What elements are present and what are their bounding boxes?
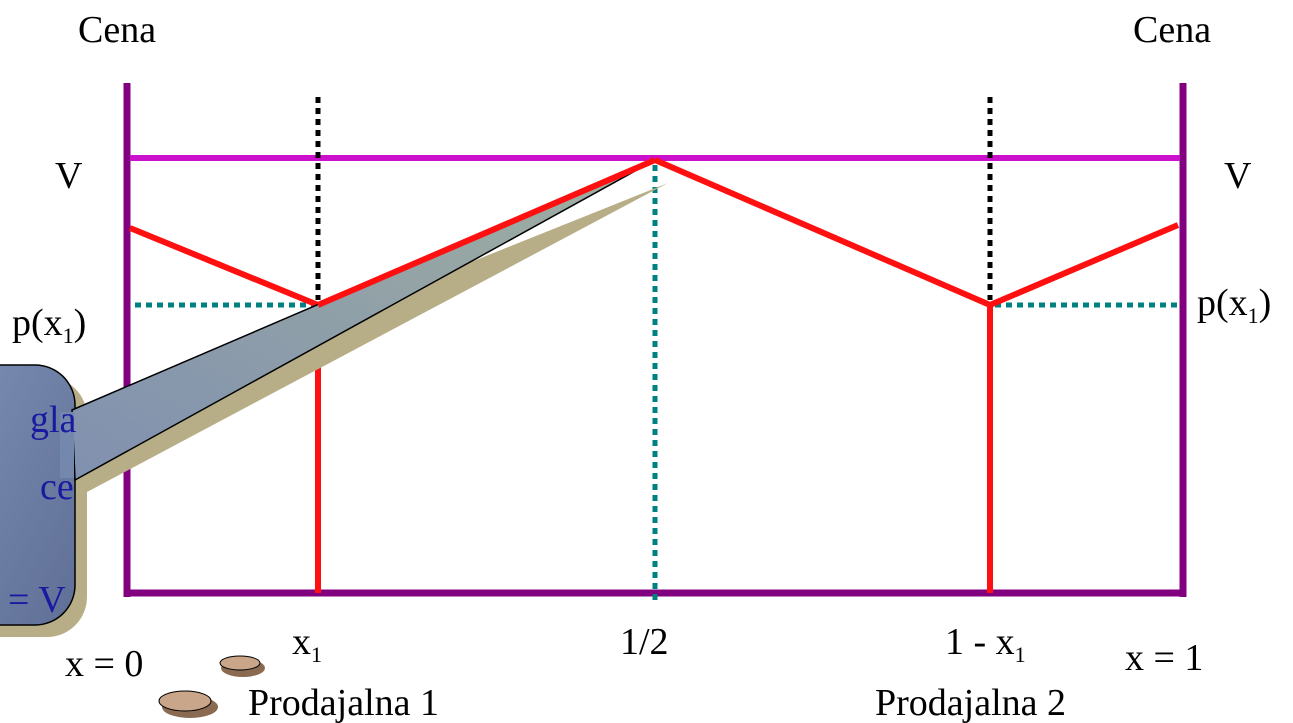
v-label: V [1224,155,1252,197]
price-curve [653,157,1180,308]
store-label: Prodajalna 2 [875,682,1066,723]
callout-join [60,412,74,478]
subscript: 1 [63,323,74,348]
label-part: x [292,621,311,663]
x-label: x = 0 [65,643,143,685]
price-label: p(x1) [12,302,86,348]
callout-pointer [71,159,656,482]
store-icon [219,655,261,671]
x-label: 1 - x1 [945,621,1026,667]
x-label: x1 [292,621,322,667]
callout-text: ce [40,466,74,508]
label-part: ) [1259,282,1272,324]
callout-shadow [72,183,668,492]
store-label: Prodajalna 1 [248,682,439,723]
price-curve [128,225,320,308]
x-label: x = 1 [1125,637,1203,679]
label-part: p(x [1197,282,1248,324]
callout-text: = V [8,579,66,621]
label-part: ) [74,302,87,344]
v-label: V [55,155,83,197]
x-label: 1/2 [620,621,669,663]
label-part: p(x [12,302,63,344]
label-part: 1 - x [945,621,1015,663]
axis-label: Cena [1133,9,1211,51]
store-icon [158,690,212,712]
axis-label: Cena [78,9,156,51]
subscript: 1 [1015,642,1026,667]
subscript: 1 [1248,303,1259,328]
price-curve [316,157,657,308]
subscript: 1 [311,642,322,667]
callout: gla ce = V [0,159,668,637]
callout-text: gla [30,399,77,441]
callout-bubble [0,364,76,626]
price-label: p(x1) [1197,282,1271,328]
